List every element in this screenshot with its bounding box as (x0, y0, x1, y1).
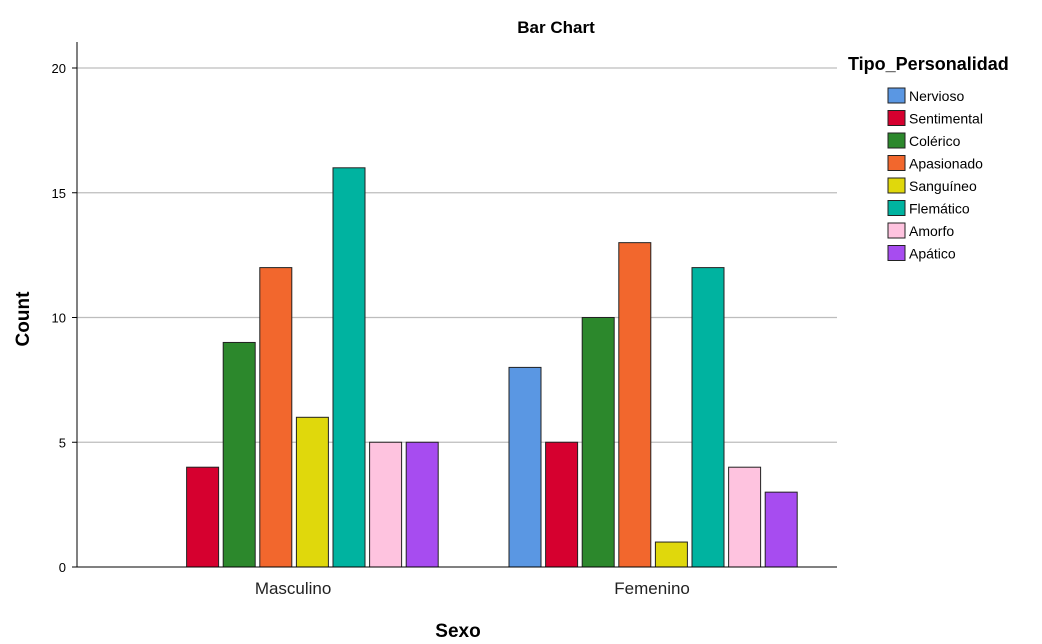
legend-swatch (887, 177, 906, 194)
x-tick-label: Femenino (614, 579, 690, 598)
y-axis-title: Count (13, 291, 34, 347)
bar-masculino-1 (186, 466, 220, 568)
legend-title: Tipo_Personalidad (848, 54, 1009, 74)
legend-swatch (887, 245, 906, 261)
legend: Tipo_Personalidad Nervioso Sentimental Col… (848, 54, 1009, 262)
y-tick-label: 5 (59, 435, 66, 450)
bar-femenino-2 (581, 317, 615, 568)
bars (186, 167, 798, 568)
legend-label: Amorfo (909, 223, 954, 239)
bar-masculino-7 (405, 441, 439, 568)
bar-masculino-6 (369, 441, 403, 568)
bar-femenino-3 (618, 242, 652, 568)
bar-femenino-4 (654, 541, 688, 568)
bar-masculino-4 (295, 416, 329, 568)
bar-femenino-6 (728, 466, 762, 568)
bar-masculino-2 (222, 341, 256, 568)
legend-label: Sentimental (909, 111, 983, 127)
bar-masculino-3 (259, 267, 293, 568)
axes: 0 5 10 15 20 Masculino Femenino (52, 42, 837, 598)
x-axis-title: Sexo (435, 621, 480, 639)
chart-title: Bar Chart (517, 18, 595, 37)
legend-label: Flemático (909, 201, 970, 217)
bar-femenino-0 (508, 366, 542, 568)
bar-femenino-5 (691, 267, 725, 568)
legend-swatch (887, 110, 906, 126)
legend-label: Nervioso (909, 88, 964, 104)
legend-label: Apático (909, 246, 956, 262)
bar-masculino-5 (332, 167, 366, 568)
legend-swatch (887, 200, 906, 216)
legend-label: Colérico (909, 133, 961, 149)
y-tick-label: 0 (59, 560, 66, 575)
bar-femenino-1 (545, 441, 579, 568)
legend-swatch (887, 222, 906, 239)
bar-femenino-7 (764, 491, 798, 568)
y-tick-label: 20 (52, 61, 66, 76)
x-tick-label: Masculino (255, 579, 332, 598)
y-tick-label: 15 (52, 186, 66, 201)
legend-swatch (887, 87, 906, 104)
legend-swatch (887, 155, 906, 171)
legend-label: Apasionado (909, 156, 983, 172)
legend-label: Sanguíneo (909, 178, 977, 194)
y-tick-label: 10 (52, 311, 66, 326)
legend-swatch (887, 132, 906, 149)
